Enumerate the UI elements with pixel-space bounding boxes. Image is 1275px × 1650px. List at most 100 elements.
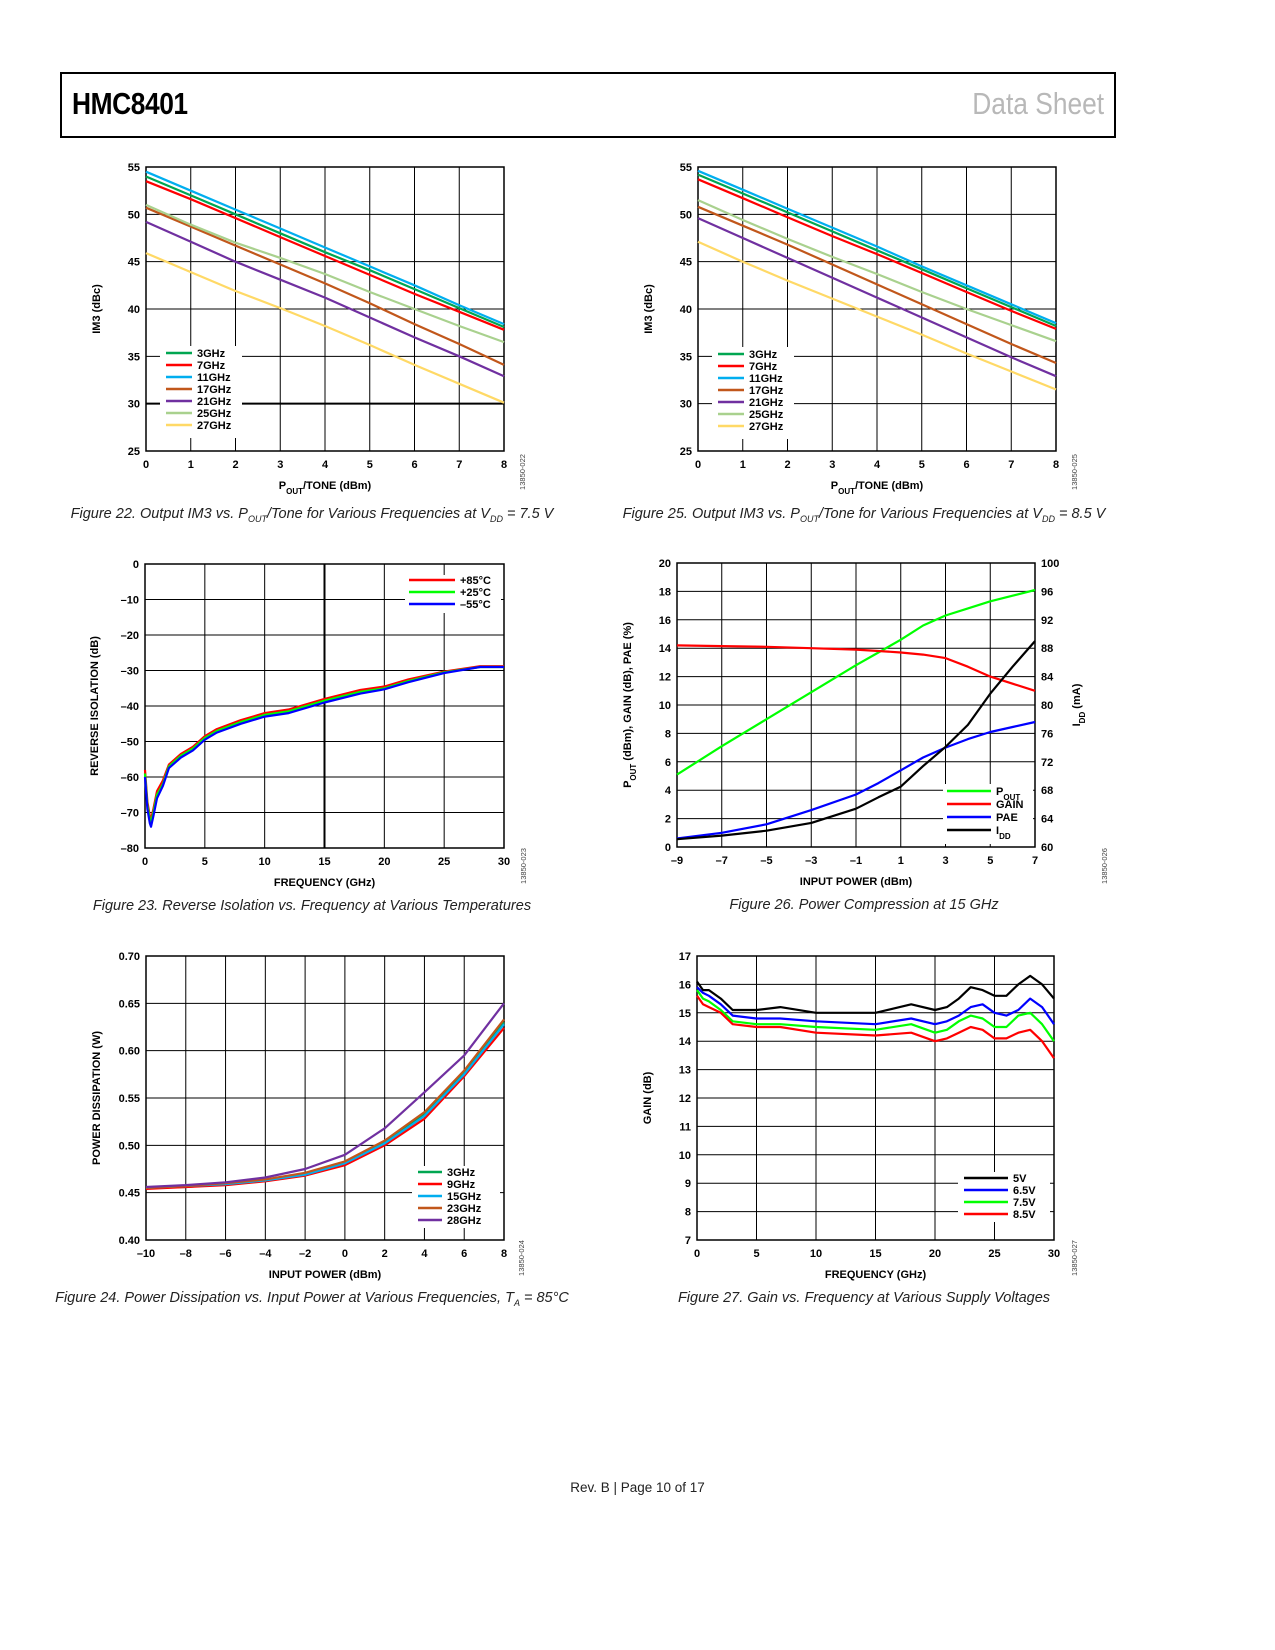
y-tick-label: 25 <box>128 446 140 458</box>
x-tick-label: 0 <box>694 1248 700 1260</box>
caption-fig23: Figure 23. Reverse Isolation vs. Frequen… <box>92 898 532 914</box>
legend-background <box>160 346 242 438</box>
x-tick-label: 20 <box>378 856 390 868</box>
legend-label: 21GHz <box>197 396 232 408</box>
y-tick-label: 0 <box>665 842 671 854</box>
y-tick-label: 0 <box>133 559 139 571</box>
y2-tick-label: 84 <box>1041 672 1054 684</box>
x-tick-label: 20 <box>929 1248 941 1260</box>
legend-label: 7GHz <box>197 360 226 372</box>
y-tick-label: 35 <box>128 351 140 363</box>
legend: +85°C+25°C–55°C <box>405 575 501 613</box>
series-line <box>145 206 505 366</box>
x-tick-label: 5 <box>202 856 208 868</box>
legend-label: 7.5V <box>1013 1197 1036 1209</box>
y-tick-label: 4 <box>665 785 672 797</box>
series-line <box>697 169 1057 325</box>
x-tick-label: –10 <box>137 1248 155 1260</box>
plot-frame <box>145 166 505 452</box>
x-tick-label: –9 <box>671 855 683 867</box>
y-tick-label: 0.40 <box>119 1235 140 1247</box>
x-tick-label: –7 <box>716 855 728 867</box>
x-tick-label: –1 <box>850 855 862 867</box>
legend-label: 21GHz <box>749 397 784 409</box>
x-tick-label: 2 <box>232 459 238 471</box>
legend-label: 7GHz <box>749 361 778 373</box>
y-tick-label: 45 <box>680 257 692 269</box>
y-tick-label: 10 <box>659 700 671 712</box>
x-tick-label: 30 <box>498 856 510 868</box>
y-tick-label: 15 <box>679 1008 691 1020</box>
plot-frame <box>697 166 1057 452</box>
y2-tick-label: 100 <box>1041 558 1059 570</box>
y2-tick-label: 76 <box>1041 728 1053 740</box>
plot-frame <box>676 562 1036 848</box>
x-tick-label: 3 <box>277 459 283 471</box>
x-tick-label: 5 <box>367 459 373 471</box>
y-tick-label: 2 <box>665 814 671 826</box>
legend-label: –55°C <box>460 599 491 611</box>
y2-tick-label: 68 <box>1041 785 1053 797</box>
fig23-chart: 0 5 10 15 20 25 30 –80 –70 –60 –50 –40 –30 –20 –10 0 FRE… <box>89 559 528 889</box>
y2-tick-label: 88 <box>1041 643 1053 655</box>
series-line <box>145 252 505 404</box>
x-tick-label: –2 <box>299 1248 311 1260</box>
figure-code: 13850-023 <box>519 848 528 884</box>
x-tick-label: 6 <box>963 459 969 471</box>
x-tick-label: 3 <box>942 855 948 867</box>
y-tick-label: 0.45 <box>119 1188 140 1200</box>
y-tick-label: 18 <box>659 586 671 598</box>
x-tick-label: 3 <box>829 459 835 471</box>
y2-tick-label: 72 <box>1041 757 1053 769</box>
y-tick-label: 55 <box>680 162 692 174</box>
legend-label: PAE <box>996 812 1018 824</box>
y-tick-label: 20 <box>659 558 671 570</box>
x-tick-label: 1 <box>188 459 194 471</box>
series-line <box>676 644 1036 692</box>
x-tick-label: 10 <box>810 1248 822 1260</box>
y-tick-label: 25 <box>680 446 692 458</box>
legend-label: 27GHz <box>197 420 232 432</box>
legend-label: 17GHz <box>197 384 232 396</box>
y-tick-label: 12 <box>659 672 671 684</box>
y2-axis-title: IDD (mA) <box>1071 683 1087 726</box>
y-tick-label: 50 <box>680 209 692 221</box>
legend-label: 9GHz <box>447 1179 476 1191</box>
x-tick-label: 8 <box>501 1248 507 1260</box>
caption-fig22: Figure 22. Output IM3 vs. POUT/Tone for … <box>70 506 554 524</box>
y2-tick-label: 60 <box>1041 842 1053 854</box>
y-tick-label: 50 <box>128 209 140 221</box>
series-line <box>697 173 1057 328</box>
y-axis-title: REVERSE ISOLATION (dB) <box>89 636 101 776</box>
y-tick-label: 6 <box>665 757 671 769</box>
fig27-chart: 0 5 10 15 20 25 30 7 8 9 10 11 12 13 14 15 16 17 FREQUENCY… <box>642 951 1079 1281</box>
x-tick-label: 8 <box>1053 459 1059 471</box>
legend-label: 28GHz <box>447 1215 482 1227</box>
y-tick-label: –60 <box>121 772 139 784</box>
caption-fig24: Figure 24. Power Dissipation vs. Input P… <box>55 1290 569 1308</box>
legend-label: 25GHz <box>749 409 784 421</box>
series-line <box>697 217 1057 378</box>
y-tick-label: –10 <box>121 595 139 607</box>
x-tick-label: 4 <box>421 1248 428 1260</box>
series-line <box>676 640 1036 841</box>
x-tick-label: 0 <box>142 856 148 868</box>
legend-label: 11GHz <box>197 372 231 384</box>
caption-fig25: Figure 25. Output IM3 vs. POUT/Tone for … <box>622 506 1106 524</box>
y-tick-label: –70 <box>121 808 139 820</box>
x-tick-label: –8 <box>180 1248 192 1260</box>
legend-label: 11GHz <box>749 373 783 385</box>
caption-fig26: Figure 26. Power Compression at 15 GHz <box>729 897 999 913</box>
x-tick-label: 0 <box>342 1248 348 1260</box>
y-axis-title: POUT (dBm), GAIN (dB), PAE (%) <box>622 622 638 788</box>
plot-frame <box>145 955 505 1241</box>
legend-label: 3GHz <box>197 348 226 360</box>
legend-label: +25°C <box>460 587 491 599</box>
legend-background <box>405 575 501 613</box>
series-line <box>145 170 505 326</box>
legend-label: 17GHz <box>749 385 784 397</box>
